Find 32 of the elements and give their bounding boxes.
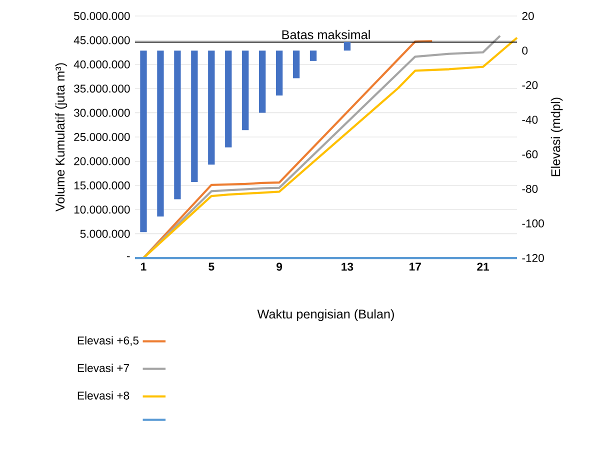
y-tick-label: 50.000.000	[74, 12, 130, 20]
y2-axis-title: Elevasi (mdpl)	[550, 98, 563, 176]
y-tick-label: 30.000.000	[74, 108, 130, 117]
x-tick-label: 13	[342, 262, 354, 271]
y2-tick-label: -80	[522, 184, 538, 193]
y2-tick-label: -100	[522, 219, 544, 228]
x-tick-label: 9	[276, 262, 282, 271]
legend-label: Elevasi +8	[78, 391, 130, 400]
y-tick-label: 35.000.000	[74, 84, 130, 93]
y-tick-label: 25.000.000	[74, 133, 130, 142]
x-tick-label: 5	[208, 262, 214, 271]
y2-tick-label: 20	[522, 12, 534, 20]
y-tick-label: 10.000.000	[74, 206, 130, 214]
y-tick-label: 15.000.000	[74, 181, 130, 190]
y-tick-label: 45.000.000	[74, 36, 130, 44]
y2-tick-label: 0	[522, 46, 528, 55]
legend-label: Elevasi +6,5	[78, 336, 139, 346]
y-axis-title: Volume Kumulatif (juta m³)	[55, 63, 68, 212]
x-tick-label: 1	[141, 262, 146, 271]
y-tick-label: 40.000.000	[74, 60, 130, 68]
y2-tick-label: -20	[522, 81, 538, 90]
legend-label: Elevasi +7	[78, 364, 130, 372]
y-tick-label: -	[127, 256, 130, 258]
x-tick-label: 17	[410, 262, 421, 271]
x-tick-label: 21	[477, 262, 490, 271]
ref-line-label: Batas maksimal	[282, 30, 370, 40]
x-axis-title: Waktu pengisian (Bulan)	[257, 309, 394, 322]
y2-tick-label: -40	[522, 116, 538, 124]
y-tick-label: 5.000.000	[80, 230, 130, 238]
y-tick-label: 20.000.000	[74, 157, 130, 166]
y2-tick-label: -60	[522, 150, 538, 158]
y2-tick-label: -120	[522, 254, 544, 262]
